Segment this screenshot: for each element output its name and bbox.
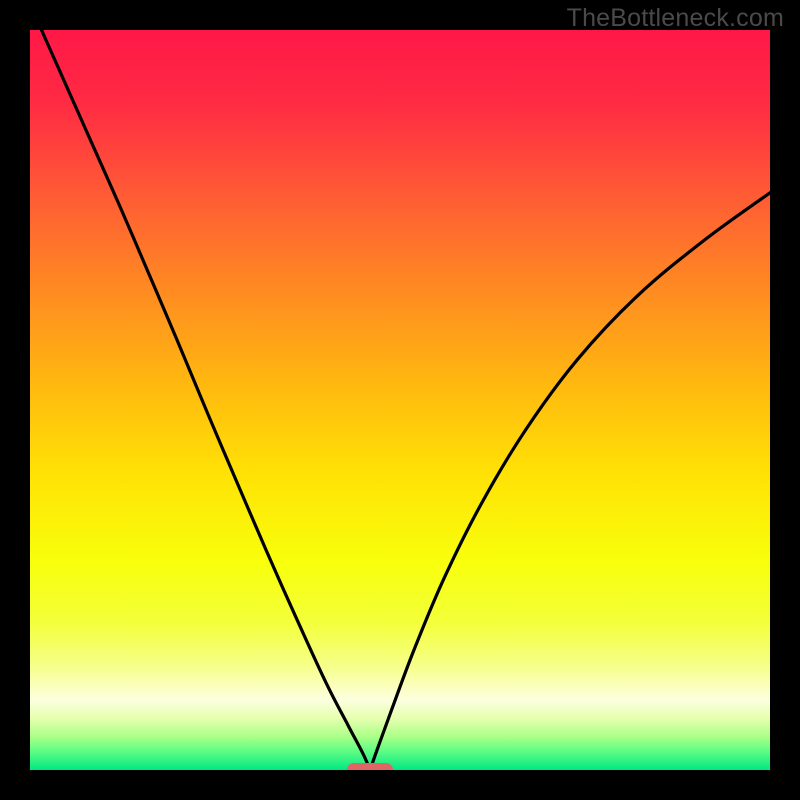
chart-container: TheBottleneck.com xyxy=(0,0,800,800)
watermark-text: TheBottleneck.com xyxy=(567,4,784,33)
bottleneck-chart xyxy=(0,0,800,800)
gradient-background xyxy=(30,30,770,770)
